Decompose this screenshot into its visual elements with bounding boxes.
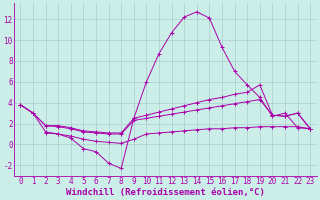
X-axis label: Windchill (Refroidissement éolien,°C): Windchill (Refroidissement éolien,°C) xyxy=(66,188,265,197)
